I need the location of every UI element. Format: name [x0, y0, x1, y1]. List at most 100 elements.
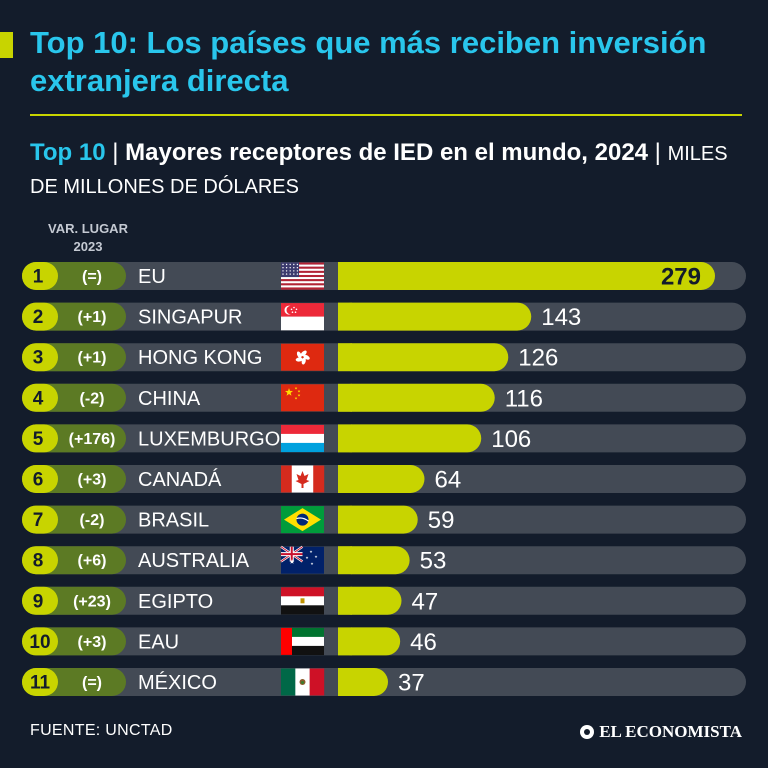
luxembourg-flag	[281, 424, 324, 453]
rank-number: 2	[33, 307, 44, 328]
australia-flag	[280, 545, 324, 574]
rank-number: 1	[33, 267, 44, 288]
value-bar-left-edge	[338, 668, 352, 696]
value-bar-left-edge	[338, 343, 352, 372]
value-label: 279	[661, 264, 701, 291]
source-note: FUENTE: UNCTAD	[30, 722, 173, 739]
rank-change-label: (+1)	[78, 309, 107, 326]
rank-chip	[22, 546, 58, 575]
rank-chip	[22, 262, 58, 290]
column-header-line1: VAR. LUGAR	[48, 221, 128, 236]
value-bar	[338, 383, 495, 412]
rank-number: 7	[33, 510, 44, 531]
subtitle-main: Mayores receptores de IED en el mundo, 2…	[125, 139, 649, 166]
value-bar	[338, 262, 715, 290]
value-label: 46	[410, 629, 437, 656]
value-bar-left-edge	[338, 465, 352, 493]
bar-row: 9 (+23) EGIPTO 47	[22, 586, 746, 615]
singapore-flag	[281, 303, 324, 331]
value-bar	[338, 302, 532, 331]
brand-name: EL ECONOMISTA	[599, 722, 742, 741]
rank-chip	[22, 302, 58, 331]
subtitle-unit: MILES DE MILLONES DE DÓLARES	[30, 143, 728, 198]
rank-number: 11	[30, 673, 51, 694]
value-label: 53	[420, 548, 447, 575]
value-bar-left-edge	[338, 586, 352, 615]
bar-row: 8 (+6) AUSTRALIA 53	[22, 545, 746, 575]
bar-row: 2 (+1) SINGAPUR 143	[22, 302, 746, 331]
country-label: EAU	[138, 631, 179, 653]
rank-number: 6	[33, 470, 44, 491]
usa-flag	[281, 262, 324, 290]
value-bar	[338, 424, 482, 453]
bar-row: 11 (=) MÉXICO 37	[22, 668, 746, 697]
rank-chip	[22, 627, 58, 656]
value-bar-left-edge	[338, 627, 352, 656]
page-title: Top 10: Los países que más reciben inver…	[30, 25, 707, 98]
rank-number: 10	[29, 632, 50, 653]
bar-row: 6 (+3) CANADÁ 64	[22, 465, 746, 494]
rank-chip	[22, 465, 58, 493]
rank-change-label: (+3)	[78, 634, 107, 651]
country-label: EGIPTO	[138, 591, 213, 613]
rank-number: 8	[33, 551, 44, 572]
rank-chip	[22, 343, 58, 372]
title-divider	[30, 114, 742, 116]
rank-chip	[22, 383, 58, 412]
value-bar	[338, 586, 402, 615]
rank-change-label: (=)	[82, 269, 102, 286]
country-label: LUXEMBURGO	[138, 428, 280, 450]
bar-row: 3 (+1) HONG KONG 126	[22, 343, 746, 372]
value-bar	[338, 546, 410, 575]
bar-row: 10 (+3) EAU 46	[22, 627, 746, 656]
hong-kong-flag	[281, 343, 324, 371]
bar-row: 4 (-2) CHINA 116	[22, 383, 746, 412]
bar-row: 5 (+176) LUXEMBURGO 106	[22, 424, 746, 453]
rank-change-label: (-2)	[80, 512, 105, 529]
subtitle-separator: |	[105, 139, 126, 166]
bar-row: 7 (-2) BRASIL 59	[22, 505, 746, 534]
rank-number: 4	[33, 388, 44, 409]
mexico-flag	[281, 668, 325, 696]
country-label: SINGAPUR	[138, 307, 242, 329]
column-header-line2: 2023	[73, 239, 103, 254]
uae-flag	[281, 627, 324, 656]
value-label: 143	[541, 304, 581, 331]
value-bar-left-edge	[338, 302, 352, 331]
rank-change-label: (+1)	[78, 350, 107, 367]
brand-logo: EL ECONOMISTA	[580, 722, 742, 742]
rank-number: 5	[33, 429, 44, 450]
value-label: 116	[505, 385, 543, 412]
value-label: 59	[428, 507, 455, 534]
country-label: EU	[138, 266, 166, 288]
rank-chip	[22, 586, 58, 615]
rank-change-label: (+23)	[73, 593, 111, 610]
subtitle-separator-2: |	[648, 139, 668, 166]
rank-number: 9	[33, 591, 44, 612]
value-bar	[338, 465, 425, 493]
egypt-flag	[281, 587, 324, 615]
title-accent-block	[0, 32, 13, 58]
value-bar-left-edge	[338, 424, 352, 453]
value-label: 47	[412, 588, 439, 615]
rank-change-column-header: VAR. LUGAR 2023	[38, 220, 138, 256]
value-bar	[338, 505, 418, 534]
country-label: CHINA	[138, 388, 201, 410]
bar-row: 1 (=) EU 279	[22, 262, 746, 291]
value-label: 37	[398, 670, 425, 697]
value-bar-left-edge	[338, 505, 352, 534]
china-flag	[281, 384, 324, 412]
value-bar	[338, 343, 509, 372]
value-label: 64	[434, 467, 461, 494]
value-label: 106	[491, 426, 531, 453]
rank-change-label: (+6)	[78, 553, 107, 570]
rank-change-label: (=)	[82, 675, 102, 692]
brazil-flag	[281, 506, 324, 534]
country-label: BRASIL	[138, 510, 209, 532]
rank-chip	[22, 424, 58, 453]
value-bar-left-edge	[338, 546, 352, 575]
country-label: HONG KONG	[138, 347, 262, 369]
canada-flag	[281, 465, 325, 493]
value-bar-left-edge	[338, 262, 352, 290]
